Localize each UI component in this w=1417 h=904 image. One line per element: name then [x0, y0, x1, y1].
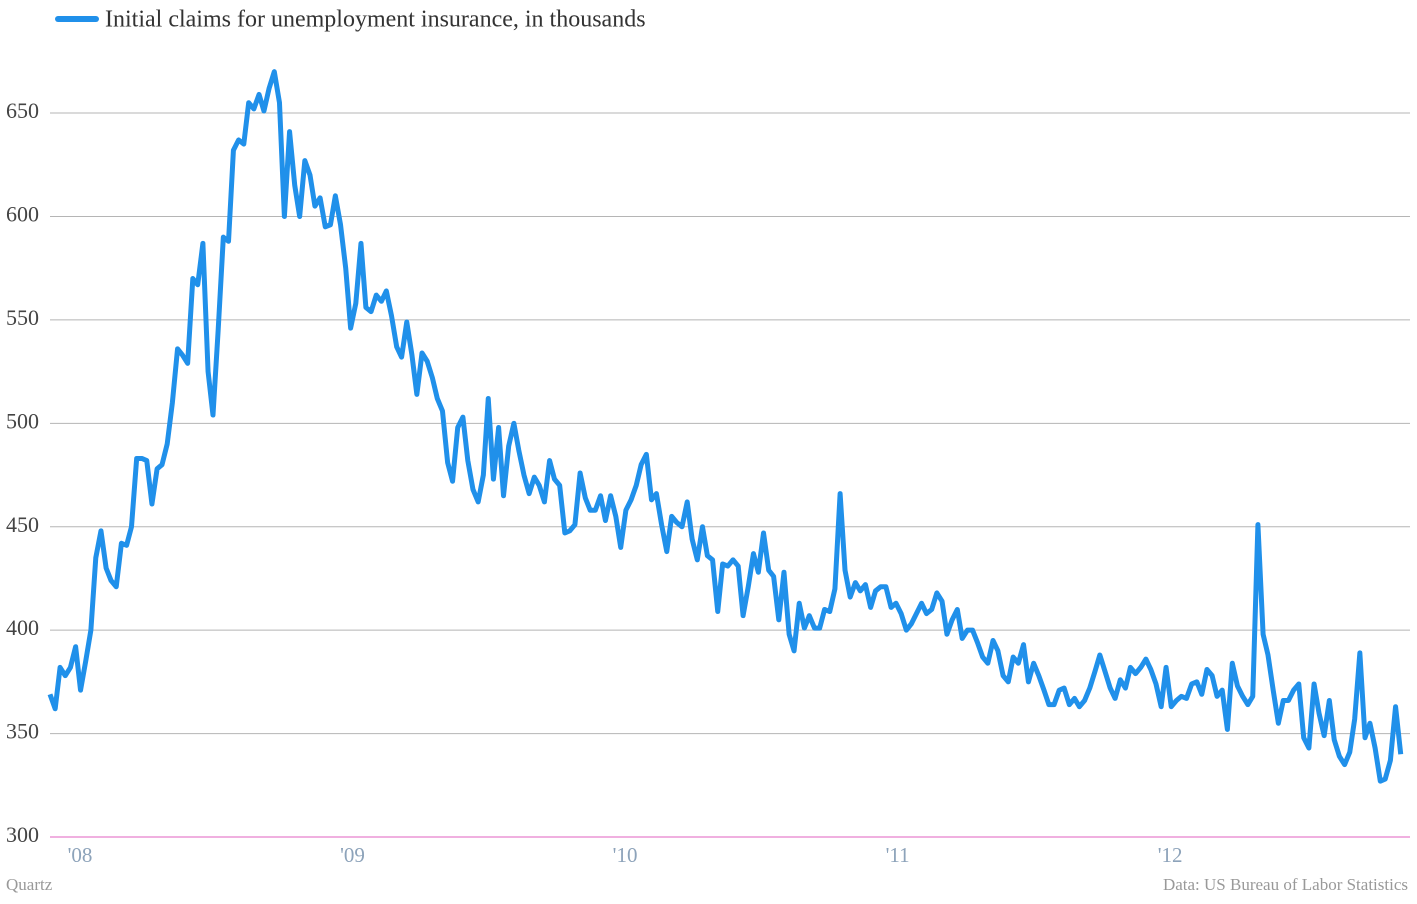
y-tick-label: 550: [6, 305, 39, 330]
y-tick-label: 450: [6, 512, 39, 537]
x-tick-label: '12: [1158, 843, 1183, 867]
x-tick-label: '11: [886, 843, 910, 867]
data-line: [47, 69, 1404, 784]
x-tick-label: '08: [68, 843, 93, 867]
y-tick-label: 350: [6, 719, 39, 744]
credit: Quartz: [6, 875, 53, 894]
y-tick-label: 500: [6, 408, 39, 433]
y-tick-label: 400: [6, 615, 39, 640]
y-tick-label: 600: [6, 202, 39, 227]
x-tick-label: '10: [613, 843, 638, 867]
source: Data: US Bureau of Labor Statistics: [1163, 875, 1408, 894]
y-tick-label: 650: [6, 98, 39, 123]
x-tick-label: '09: [340, 843, 365, 867]
y-tick-label: 300: [6, 822, 39, 847]
legend-label: Initial claims for unemployment insuranc…: [105, 7, 646, 33]
